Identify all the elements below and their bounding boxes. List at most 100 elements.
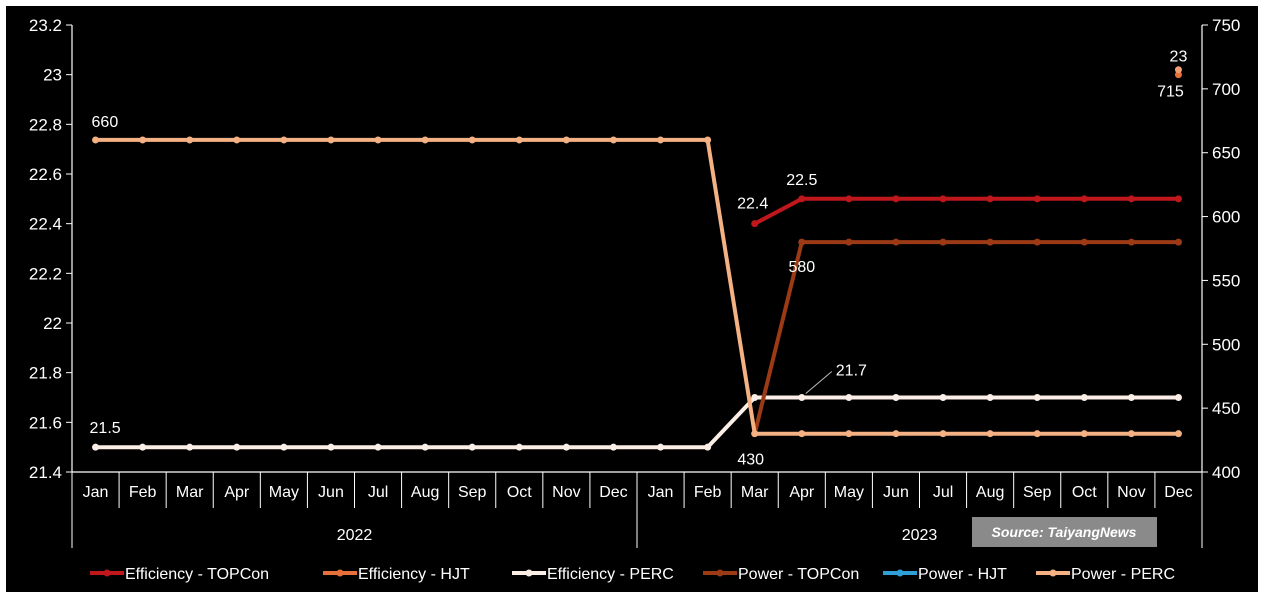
category-label: Feb xyxy=(694,484,722,501)
chart-frame: 21.4 21.6 21.8 22 22.2 22.4 22.6 22.8 23 23.2 400 4… xyxy=(6,6,1258,592)
series-marker xyxy=(1081,394,1088,401)
series-marker xyxy=(1128,195,1135,202)
category-label: Mar xyxy=(741,484,769,501)
series-marker xyxy=(375,444,382,451)
series-marker xyxy=(422,136,429,143)
series-marker xyxy=(1175,239,1182,246)
series-marker xyxy=(610,444,617,451)
series-marker xyxy=(233,136,240,143)
category-label: Nov xyxy=(552,484,580,501)
year-label: 2023 xyxy=(902,527,938,544)
category-label: Nov xyxy=(1117,484,1145,501)
data-label: 660 xyxy=(92,114,119,131)
category-label: Dec xyxy=(599,484,627,501)
series-marker xyxy=(1175,430,1182,437)
series-marker xyxy=(422,444,429,451)
series-marker xyxy=(1034,239,1041,246)
series-marker xyxy=(327,444,334,451)
series-marker xyxy=(892,430,899,437)
series-marker xyxy=(940,239,947,246)
category-label: Sep xyxy=(458,484,487,501)
series-marker xyxy=(1081,239,1088,246)
series-marker xyxy=(327,136,334,143)
right-tick-label: 550 xyxy=(1212,271,1240,290)
data-label-leader-line xyxy=(806,372,832,394)
series-marker xyxy=(1175,66,1182,73)
data-label: 22.4 xyxy=(737,196,768,213)
series-marker xyxy=(940,394,947,401)
series-marker xyxy=(751,220,758,227)
series-marker xyxy=(845,394,852,401)
series-marker xyxy=(1128,394,1135,401)
legend-label: Power - TOPCon xyxy=(738,566,859,583)
category-label: Aug xyxy=(976,484,1004,501)
legend-label: Power - PERC xyxy=(1071,566,1175,583)
series-marker xyxy=(657,136,664,143)
series-marker xyxy=(987,239,994,246)
category-label: Apr xyxy=(224,484,250,501)
data-label: 21.7 xyxy=(836,363,867,380)
legend-label: Efficiency - HJT xyxy=(358,566,470,583)
series-marker xyxy=(186,136,193,143)
left-tick-label: 22.6 xyxy=(29,165,62,184)
legend-swatch-marker xyxy=(897,570,904,577)
series-marker xyxy=(563,136,570,143)
category-label: Apr xyxy=(789,484,815,501)
series-marker xyxy=(516,136,523,143)
series-marker xyxy=(469,444,476,451)
data-label: 23 xyxy=(1170,49,1188,66)
series-line xyxy=(96,140,1179,434)
right-tick-label: 700 xyxy=(1212,80,1240,99)
category-label: May xyxy=(834,484,864,501)
series-marker xyxy=(892,394,899,401)
category-label: Jul xyxy=(933,484,953,501)
series-marker xyxy=(186,444,193,451)
data-label: 715 xyxy=(1157,84,1184,101)
left-tick-label: 22.8 xyxy=(29,115,62,134)
series-marker xyxy=(1175,394,1182,401)
chart-svg: 21.4 21.6 21.8 22 22.2 22.4 22.6 22.8 23 23.2 400 4… xyxy=(6,6,1258,592)
series-marker xyxy=(987,430,994,437)
series-marker xyxy=(1034,394,1041,401)
category-label: Mar xyxy=(176,484,204,501)
right-tick-label: 650 xyxy=(1212,144,1240,163)
series-marker xyxy=(139,136,146,143)
right-tick-label: 400 xyxy=(1212,463,1240,482)
legend-swatch-marker xyxy=(104,570,111,577)
category-label: Jul xyxy=(368,484,388,501)
left-tick-label: 22.4 xyxy=(29,215,62,234)
series-marker xyxy=(139,444,146,451)
category-label: Jan xyxy=(648,484,674,501)
category-label: May xyxy=(269,484,299,501)
year-label: 2022 xyxy=(337,527,373,544)
series-marker xyxy=(798,394,805,401)
legend-label: Efficiency - PERC xyxy=(547,566,674,583)
series-marker xyxy=(892,195,899,202)
series-line xyxy=(755,199,1179,224)
data-label: 22.5 xyxy=(786,172,817,189)
series-marker xyxy=(1034,195,1041,202)
series-marker xyxy=(987,195,994,202)
category-label: Oct xyxy=(1072,484,1097,501)
series-marker xyxy=(375,136,382,143)
right-tick-label: 450 xyxy=(1212,399,1240,418)
series-marker xyxy=(987,394,994,401)
category-label: Dec xyxy=(1164,484,1192,501)
series-marker xyxy=(280,136,287,143)
legend-swatch-marker xyxy=(717,570,724,577)
left-tick-label: 22.2 xyxy=(29,264,62,283)
series-marker xyxy=(845,239,852,246)
series-marker xyxy=(798,195,805,202)
legend-swatch-marker xyxy=(337,570,344,577)
left-tick-label: 23 xyxy=(43,66,62,85)
series-marker xyxy=(704,444,711,451)
series-marker xyxy=(563,444,570,451)
series-marker xyxy=(751,394,758,401)
category-label: Sep xyxy=(1023,484,1052,501)
legend-swatch-marker xyxy=(526,570,533,577)
series-marker xyxy=(704,136,711,143)
series-line xyxy=(755,242,1179,434)
series-marker xyxy=(657,444,664,451)
right-tick-label: 600 xyxy=(1212,208,1240,227)
right-tick-label: 750 xyxy=(1212,16,1240,35)
